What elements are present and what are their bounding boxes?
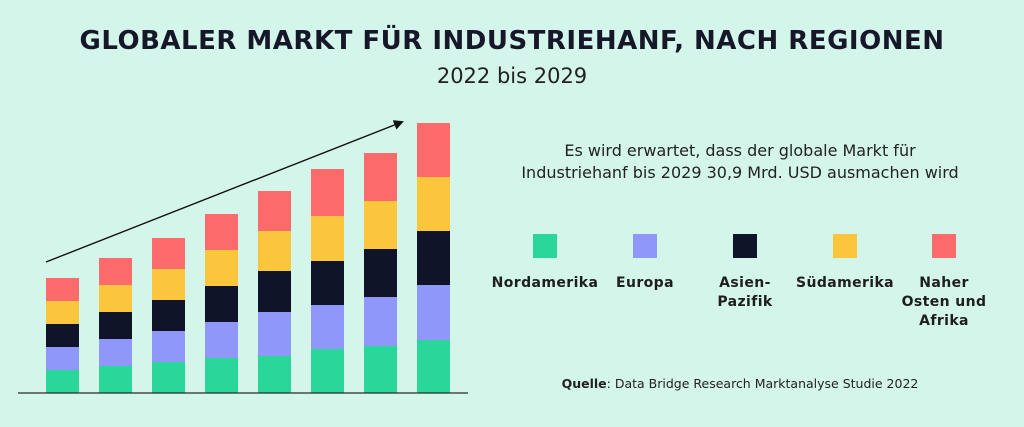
bar-segment-2023-3: [99, 312, 132, 339]
legend-swatch-suedamerika: [833, 234, 857, 258]
bar-segment-2029-3: [417, 231, 450, 285]
bar-segment-2027-3: [311, 261, 344, 305]
stacked-bar-chart: [18, 120, 468, 394]
bar-segment-2024-5: [152, 238, 185, 269]
bar-segment-2022-5: [46, 278, 79, 301]
legend-swatch-nordamerika: [533, 234, 557, 258]
bar-segment-2024-4: [152, 269, 185, 300]
bar-segment-2026-4: [258, 231, 291, 271]
legend-item-naher-osten-afrika: Naher Osten und Afrika: [889, 234, 999, 331]
bar-segment-2027-1: [311, 349, 344, 393]
bar-segment-2027-4: [311, 216, 344, 261]
bar-segment-2029-2: [417, 285, 450, 340]
bar-segment-2026-2: [258, 312, 291, 356]
bar-segment-2025-1: [205, 358, 238, 393]
bar-segment-2026-5: [258, 191, 291, 231]
legend-label-europa: Europa: [616, 275, 674, 291]
bar-segment-2022-3: [46, 324, 79, 347]
trend-arrow: [45, 120, 404, 263]
bar-segment-2029-1: [417, 340, 450, 393]
legend-swatch-europa: [633, 234, 657, 258]
legend-swatch-asien-pazifik: [733, 234, 757, 258]
bar-segment-2028-2: [364, 297, 397, 346]
bar-segment-2026-3: [258, 271, 291, 312]
bar-group: [46, 123, 450, 393]
legend-label-nordamerika: Nordamerika: [491, 275, 599, 291]
bar-segment-2024-3: [152, 300, 185, 331]
legend-item-nordamerika: Nordamerika: [490, 234, 600, 293]
source-text: : Data Bridge Research Marktanalyse Stud…: [606, 376, 919, 391]
source-label: Quelle: [561, 376, 607, 391]
bar-segment-2023-2: [99, 339, 132, 366]
bar-segment-2028-5: [364, 153, 397, 201]
bar-segment-2027-2: [311, 305, 344, 349]
bar-segment-2022-1: [46, 370, 79, 393]
bar-segment-2025-3: [205, 286, 238, 322]
legend-item-suedamerika: Südamerika: [790, 234, 900, 293]
bar-segment-2023-4: [99, 285, 132, 312]
legend-label-suedamerika: Südamerika: [795, 275, 895, 291]
legend-item-europa: Europa: [590, 234, 700, 293]
bar-segment-2029-5: [417, 123, 450, 177]
chart-subtitle: 2022 bis 2029: [436, 64, 588, 88]
bar-segment-2028-4: [364, 201, 397, 249]
bar-segment-2024-1: [152, 362, 185, 393]
bar-segment-2029-4: [417, 177, 450, 231]
source-note: Quelle: Data Bridge Research Marktanalys…: [480, 376, 1000, 391]
bar-segment-2025-2: [205, 322, 238, 358]
bar-segment-2025-5: [205, 214, 238, 250]
legend-item-asien-pazifik: Asien- Pazifik: [690, 234, 800, 312]
bar-segment-2026-1: [258, 356, 291, 393]
summary-text: Es wird erwartet, dass der globale Markt…: [480, 140, 1000, 184]
legend-swatch-naher-osten-afrika: [932, 234, 956, 258]
chart-title: GLOBALER MARKT FÜR INDUSTRIEHANF, NACH R…: [79, 26, 945, 56]
bar-segment-2022-4: [46, 301, 79, 324]
bar-segment-2027-5: [311, 169, 344, 216]
bar-segment-2023-5: [99, 258, 132, 285]
legend-label-naher-osten-afrika: Naher Osten und Afrika: [901, 275, 987, 329]
bar-segment-2022-2: [46, 347, 79, 370]
bar-segment-2025-4: [205, 250, 238, 286]
summary-line-2: Industriehanf bis 2029 30,9 Mrd. USD aus…: [521, 163, 959, 182]
summary-line-1: Es wird erwartet, dass der globale Markt…: [564, 141, 916, 160]
legend-label-asien-pazifik: Asien- Pazifik: [717, 275, 773, 310]
bar-segment-2028-3: [364, 249, 397, 297]
bar-segment-2028-1: [364, 346, 397, 393]
bar-segment-2024-2: [152, 331, 185, 362]
bar-segment-2023-1: [99, 366, 132, 393]
